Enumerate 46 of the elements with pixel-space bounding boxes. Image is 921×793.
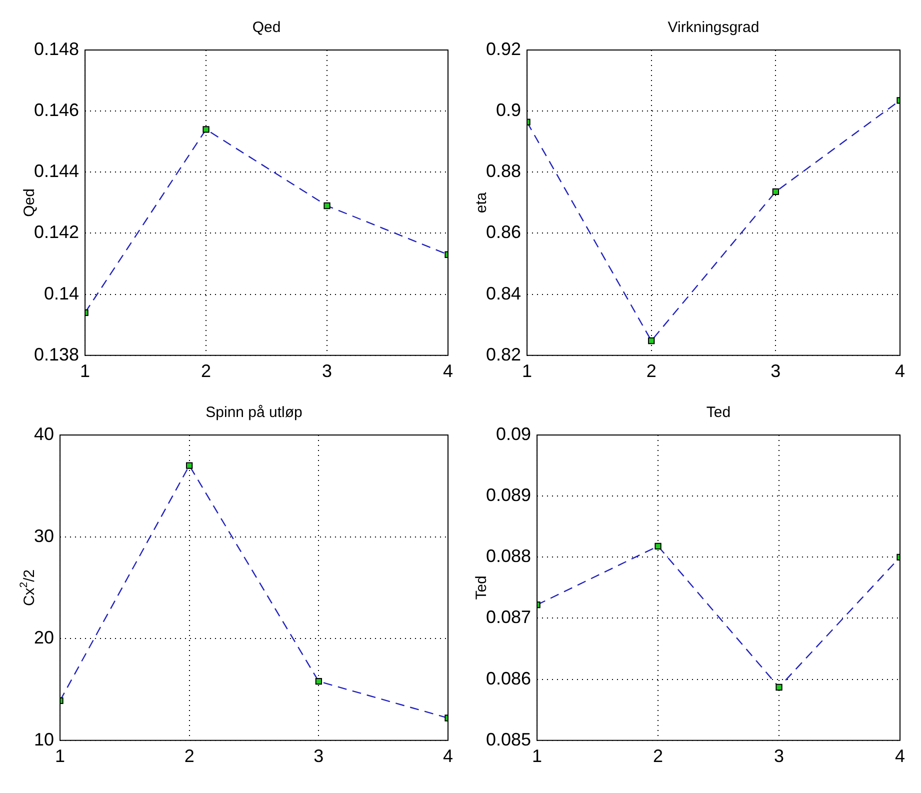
x-tick-label: 2 [646, 361, 656, 382]
x-tick-label: 1 [522, 361, 532, 382]
y-tick-label: 0.86 [486, 222, 522, 242]
y-tick-label: 0.144 [34, 161, 80, 182]
y-axis-title: Ted [473, 576, 490, 600]
y-tick-label: 0.84 [486, 283, 522, 304]
chart-title: Ted [706, 404, 731, 422]
chart-title: Qed [252, 19, 281, 36]
y-tick-label: 0.92 [486, 38, 522, 59]
x-tick-label: 3 [770, 361, 781, 382]
x-tick-label: 4 [442, 746, 454, 766]
y-tick-label: 0.146 [34, 100, 80, 120]
x-tick-label: 1 [80, 361, 90, 382]
x-tick-label: 4 [442, 361, 454, 382]
y-tick-label: 10 [34, 729, 54, 750]
y-tick-label: 0.086 [486, 668, 532, 688]
y-tick-label: 0.085 [486, 729, 532, 750]
x-tick-label: 1 [532, 746, 542, 766]
y-axis-title: eta [473, 192, 490, 214]
x-tick-label: 1 [55, 746, 66, 766]
y-tick-label: 0.087 [486, 607, 532, 628]
y-tick-label: 40 [34, 424, 54, 444]
y-tick-label: 0.138 [34, 344, 80, 364]
x-tick-label: 3 [314, 746, 324, 766]
x-tick-label: 3 [774, 746, 784, 766]
x-tick-label: 4 [894, 746, 906, 766]
y-tick-label: 30 [34, 526, 54, 546]
x-tick-label: 3 [322, 361, 332, 382]
y-tick-label: 0.148 [34, 38, 80, 59]
y-tick-label: 0.088 [486, 546, 532, 566]
y-tick-label: 0.9 [496, 100, 522, 120]
y-tick-label: 0.09 [496, 424, 532, 444]
chart-title: Spinn på utløp [206, 404, 302, 422]
x-tick-label: 2 [201, 361, 212, 382]
y-tick-label: 0.089 [486, 485, 532, 506]
y-tick-label: 0.82 [486, 344, 522, 364]
x-tick-label: 2 [184, 746, 194, 766]
x-tick-label: 2 [653, 746, 664, 766]
y-axis-title: Qed [21, 188, 38, 217]
y-tick-label: 20 [34, 628, 54, 648]
chart-title: Virkningsgrad [668, 19, 760, 36]
y-tick-label: 0.88 [486, 161, 522, 182]
x-tick-label: 4 [894, 361, 906, 382]
y-tick-label: 0.142 [34, 222, 80, 242]
y-tick-label: 0.14 [44, 283, 80, 304]
y-axis-title: Cx2/2 [18, 569, 38, 606]
